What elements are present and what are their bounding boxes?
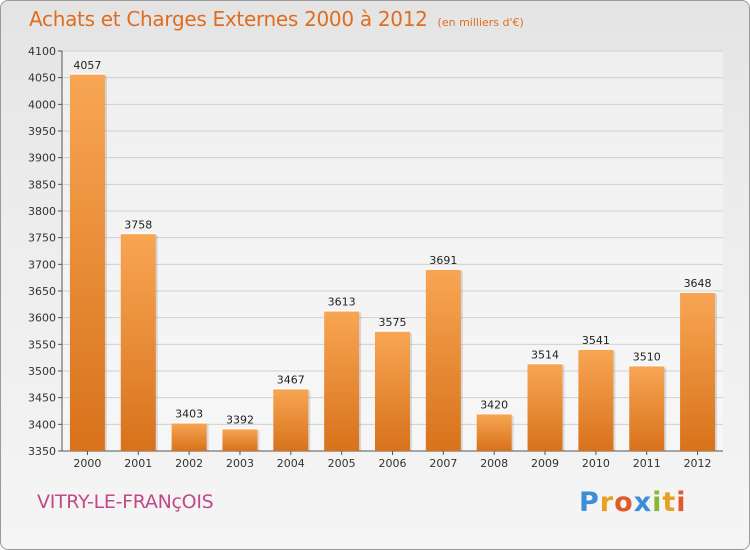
chart-title-main: Achats et Charges Externes 2000 à 2012 <box>29 7 428 31</box>
data-label-2010: 3541 <box>582 334 610 347</box>
bar-2011 <box>629 365 665 451</box>
data-label-2004: 3467 <box>277 374 305 387</box>
y-tick-label: 3400 <box>28 418 56 431</box>
bar-2003 <box>222 428 258 451</box>
bar-chart: 3350 3400 3450 3500 3550 3600 3650 3700 3750 3800… <box>28 45 723 470</box>
x-tick-label: 2010 <box>582 457 610 470</box>
data-label-2002: 3403 <box>175 408 203 421</box>
chart-title: Achats et Charges Externes 2000 à 2012 (e… <box>29 7 524 31</box>
y-tick-label: 3350 <box>28 445 56 458</box>
bar-2007 <box>425 269 461 451</box>
x-tick-label: 2012 <box>684 457 712 470</box>
x-tick-label: 2008 <box>480 457 508 470</box>
x-tick-label: 2003 <box>226 457 254 470</box>
data-label-2005: 3613 <box>328 296 356 309</box>
bar-2002 <box>171 422 207 451</box>
y-tick-label: 3800 <box>28 205 56 218</box>
y-tick-label: 3950 <box>28 125 56 138</box>
bar-2010 <box>578 349 614 451</box>
y-tick-label: 3450 <box>28 392 56 405</box>
bar-2008 <box>476 413 512 451</box>
bar-2005 <box>324 310 360 451</box>
y-tick-label: 3900 <box>28 152 56 165</box>
y-tick-label: 3850 <box>28 178 56 191</box>
data-label-2001: 3758 <box>124 218 152 231</box>
y-tick-label: 3600 <box>28 312 56 325</box>
data-label-2000: 4057 <box>73 59 101 72</box>
data-label-2006: 3575 <box>379 316 407 329</box>
x-tick-label: 2000 <box>73 457 101 470</box>
x-tick-label: 2002 <box>175 457 203 470</box>
bar-2009 <box>527 363 563 451</box>
data-label-2003: 3392 <box>226 414 254 427</box>
x-tick-label: 2001 <box>124 457 152 470</box>
y-tick-label: 3750 <box>28 232 56 245</box>
y-tick-label: 4050 <box>28 72 56 85</box>
x-tick-label: 2004 <box>277 457 305 470</box>
bar-layer <box>69 73 718 451</box>
data-label-2007: 3691 <box>429 254 457 267</box>
bar-2001 <box>120 233 156 451</box>
x-tick-label: 2011 <box>633 457 661 470</box>
data-label-2009: 3514 <box>531 349 559 362</box>
y-tick-label: 4100 <box>28 45 56 58</box>
y-tick-label: 4000 <box>28 98 56 111</box>
bar-2004 <box>273 388 309 451</box>
y-tick-label: 3550 <box>28 338 56 351</box>
chart-title-unit: (en milliers d'€) <box>437 16 524 29</box>
proxiti-logo[interactable]: Proxiti <box>579 487 687 518</box>
x-tick-label: 2007 <box>429 457 457 470</box>
x-tick-label: 2005 <box>328 457 356 470</box>
location-name: VITRY-LE-FRANçOIS <box>37 491 214 513</box>
data-label-2008: 3420 <box>480 399 508 412</box>
y-tick-label: 3700 <box>28 258 56 271</box>
x-tick-label: 2006 <box>379 457 407 470</box>
y-tick-label: 3500 <box>28 365 56 378</box>
bar-2012 <box>680 292 716 451</box>
bar-2006 <box>375 331 410 451</box>
bar-2000 <box>69 73 105 451</box>
y-tick-label: 3650 <box>28 285 56 298</box>
label-layer: 4057 3758 3403 3392 3467 3613 3575 3691 3420 3514… <box>73 59 711 427</box>
data-label-2012: 3648 <box>684 277 712 290</box>
data-label-2011: 3510 <box>633 351 661 364</box>
x-tick-label: 2009 <box>531 457 559 470</box>
